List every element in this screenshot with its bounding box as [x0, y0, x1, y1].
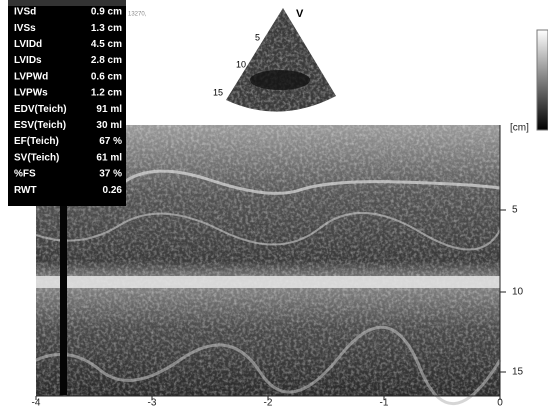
measurement-value: 0.6 cm: [91, 71, 122, 82]
measurement-label: EF(Teich): [14, 136, 59, 147]
depth-unit: [cm]: [510, 123, 529, 134]
measurement-label: RWT: [14, 185, 37, 196]
measurement-label: LVPWs: [14, 88, 48, 99]
depth-label: 10: [512, 287, 524, 298]
time-label: -3: [148, 398, 157, 409]
measurement-value: 61 ml: [96, 152, 122, 163]
measurement-value: 4.5 cm: [91, 39, 122, 50]
measurement-value: 30 ml: [96, 120, 122, 131]
sector-depth-label: 10: [236, 59, 246, 69]
grayscale-bar: [536, 29, 548, 131]
measurement-value: 91 ml: [96, 104, 122, 115]
time-label: -4: [32, 398, 41, 409]
time-label: -1: [380, 398, 389, 409]
depth-label: 15: [512, 367, 524, 378]
measurement-value: 37 %: [99, 169, 122, 180]
measurement-value: 0.9 cm: [91, 7, 122, 18]
measurement-value: 0.26: [103, 185, 123, 196]
depth-label: 5: [512, 205, 518, 216]
measurement-label: %FS: [14, 169, 36, 180]
sector-marker: V: [296, 8, 304, 20]
measurement-value: 1.3 cm: [91, 23, 122, 34]
panel-header: [8, 0, 126, 6]
measurement-label: LVIDd: [14, 39, 42, 50]
sector-depth-label: 15: [213, 87, 223, 97]
time-label: -2: [264, 398, 273, 409]
measurement-value: 1.2 cm: [91, 88, 122, 99]
sector-depth-label: 5: [255, 32, 260, 42]
measurement-label: LVIDs: [14, 55, 42, 66]
measurement-value: 67 %: [99, 136, 122, 147]
measurement-label: IVSs: [14, 23, 36, 34]
measurement-label: LVPWd: [14, 71, 48, 82]
measurement-label: IVSd: [14, 7, 36, 18]
measurement-panel: [8, 0, 126, 206]
frame-code: 13270,: [128, 12, 147, 18]
time-label: 0: [497, 398, 503, 409]
measurement-label: SV(Teich): [14, 152, 59, 163]
measurement-value: 2.8 cm: [91, 55, 122, 66]
measurement-label: ESV(Teich): [14, 120, 66, 131]
measurement-label: EDV(Teich): [14, 104, 67, 115]
